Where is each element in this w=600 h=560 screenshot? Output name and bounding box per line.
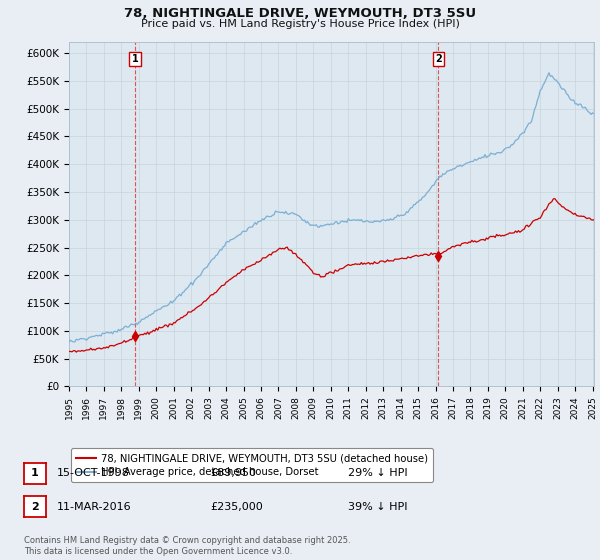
Text: 29% ↓ HPI: 29% ↓ HPI — [348, 468, 407, 478]
Text: 11-MAR-2016: 11-MAR-2016 — [57, 502, 131, 512]
Text: 15-OCT-1998: 15-OCT-1998 — [57, 468, 130, 478]
Legend: 78, NIGHTINGALE DRIVE, WEYMOUTH, DT3 5SU (detached house), HPI: Average price, d: 78, NIGHTINGALE DRIVE, WEYMOUTH, DT3 5SU… — [71, 448, 433, 482]
Text: £235,000: £235,000 — [210, 502, 263, 512]
Text: 39% ↓ HPI: 39% ↓ HPI — [348, 502, 407, 512]
Text: Price paid vs. HM Land Registry's House Price Index (HPI): Price paid vs. HM Land Registry's House … — [140, 19, 460, 29]
Text: 1: 1 — [31, 468, 38, 478]
Text: 78, NIGHTINGALE DRIVE, WEYMOUTH, DT3 5SU: 78, NIGHTINGALE DRIVE, WEYMOUTH, DT3 5SU — [124, 7, 476, 20]
Text: 2: 2 — [31, 502, 38, 512]
Text: Contains HM Land Registry data © Crown copyright and database right 2025.
This d: Contains HM Land Registry data © Crown c… — [24, 536, 350, 556]
Text: 1: 1 — [132, 54, 139, 64]
Text: £89,950: £89,950 — [210, 468, 256, 478]
Text: 2: 2 — [435, 54, 442, 64]
